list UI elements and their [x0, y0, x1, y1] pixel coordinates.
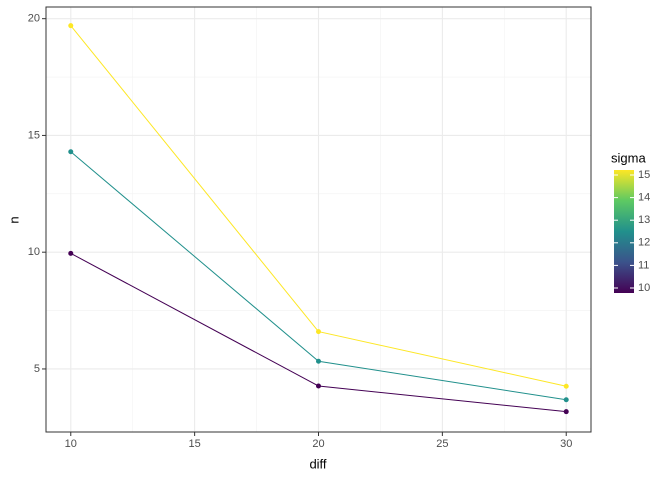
x-axis-title: diff	[309, 456, 326, 471]
point	[563, 409, 569, 415]
point	[68, 250, 74, 256]
legend-label: 13	[638, 214, 650, 226]
colorbar	[614, 170, 634, 293]
x-tick-label: 25	[436, 438, 448, 450]
x-tick-label: 10	[65, 438, 77, 450]
x-tick-label: 20	[312, 438, 324, 450]
point	[563, 397, 569, 403]
y-tick-label: 10	[28, 246, 40, 258]
point	[563, 383, 569, 389]
y-axis-title: n	[6, 216, 21, 223]
legend-label: 11	[638, 259, 649, 271]
x-tick-label: 15	[189, 438, 201, 450]
y-tick-label: 15	[28, 129, 40, 141]
point	[68, 23, 74, 29]
legend-label: 10	[638, 282, 650, 294]
panel-border	[45, 6, 592, 433]
legend-title: sigma	[611, 150, 646, 165]
legend-label: 12	[638, 237, 650, 249]
x-tick-label: 30	[560, 438, 572, 450]
point	[316, 358, 321, 364]
legend-label: 15	[638, 169, 650, 181]
y-tick-label: 5	[34, 363, 40, 375]
y-tick-label: 20	[28, 13, 40, 25]
point	[68, 149, 74, 155]
point	[316, 383, 321, 389]
point	[316, 329, 321, 335]
legend-label: 14	[638, 192, 650, 204]
